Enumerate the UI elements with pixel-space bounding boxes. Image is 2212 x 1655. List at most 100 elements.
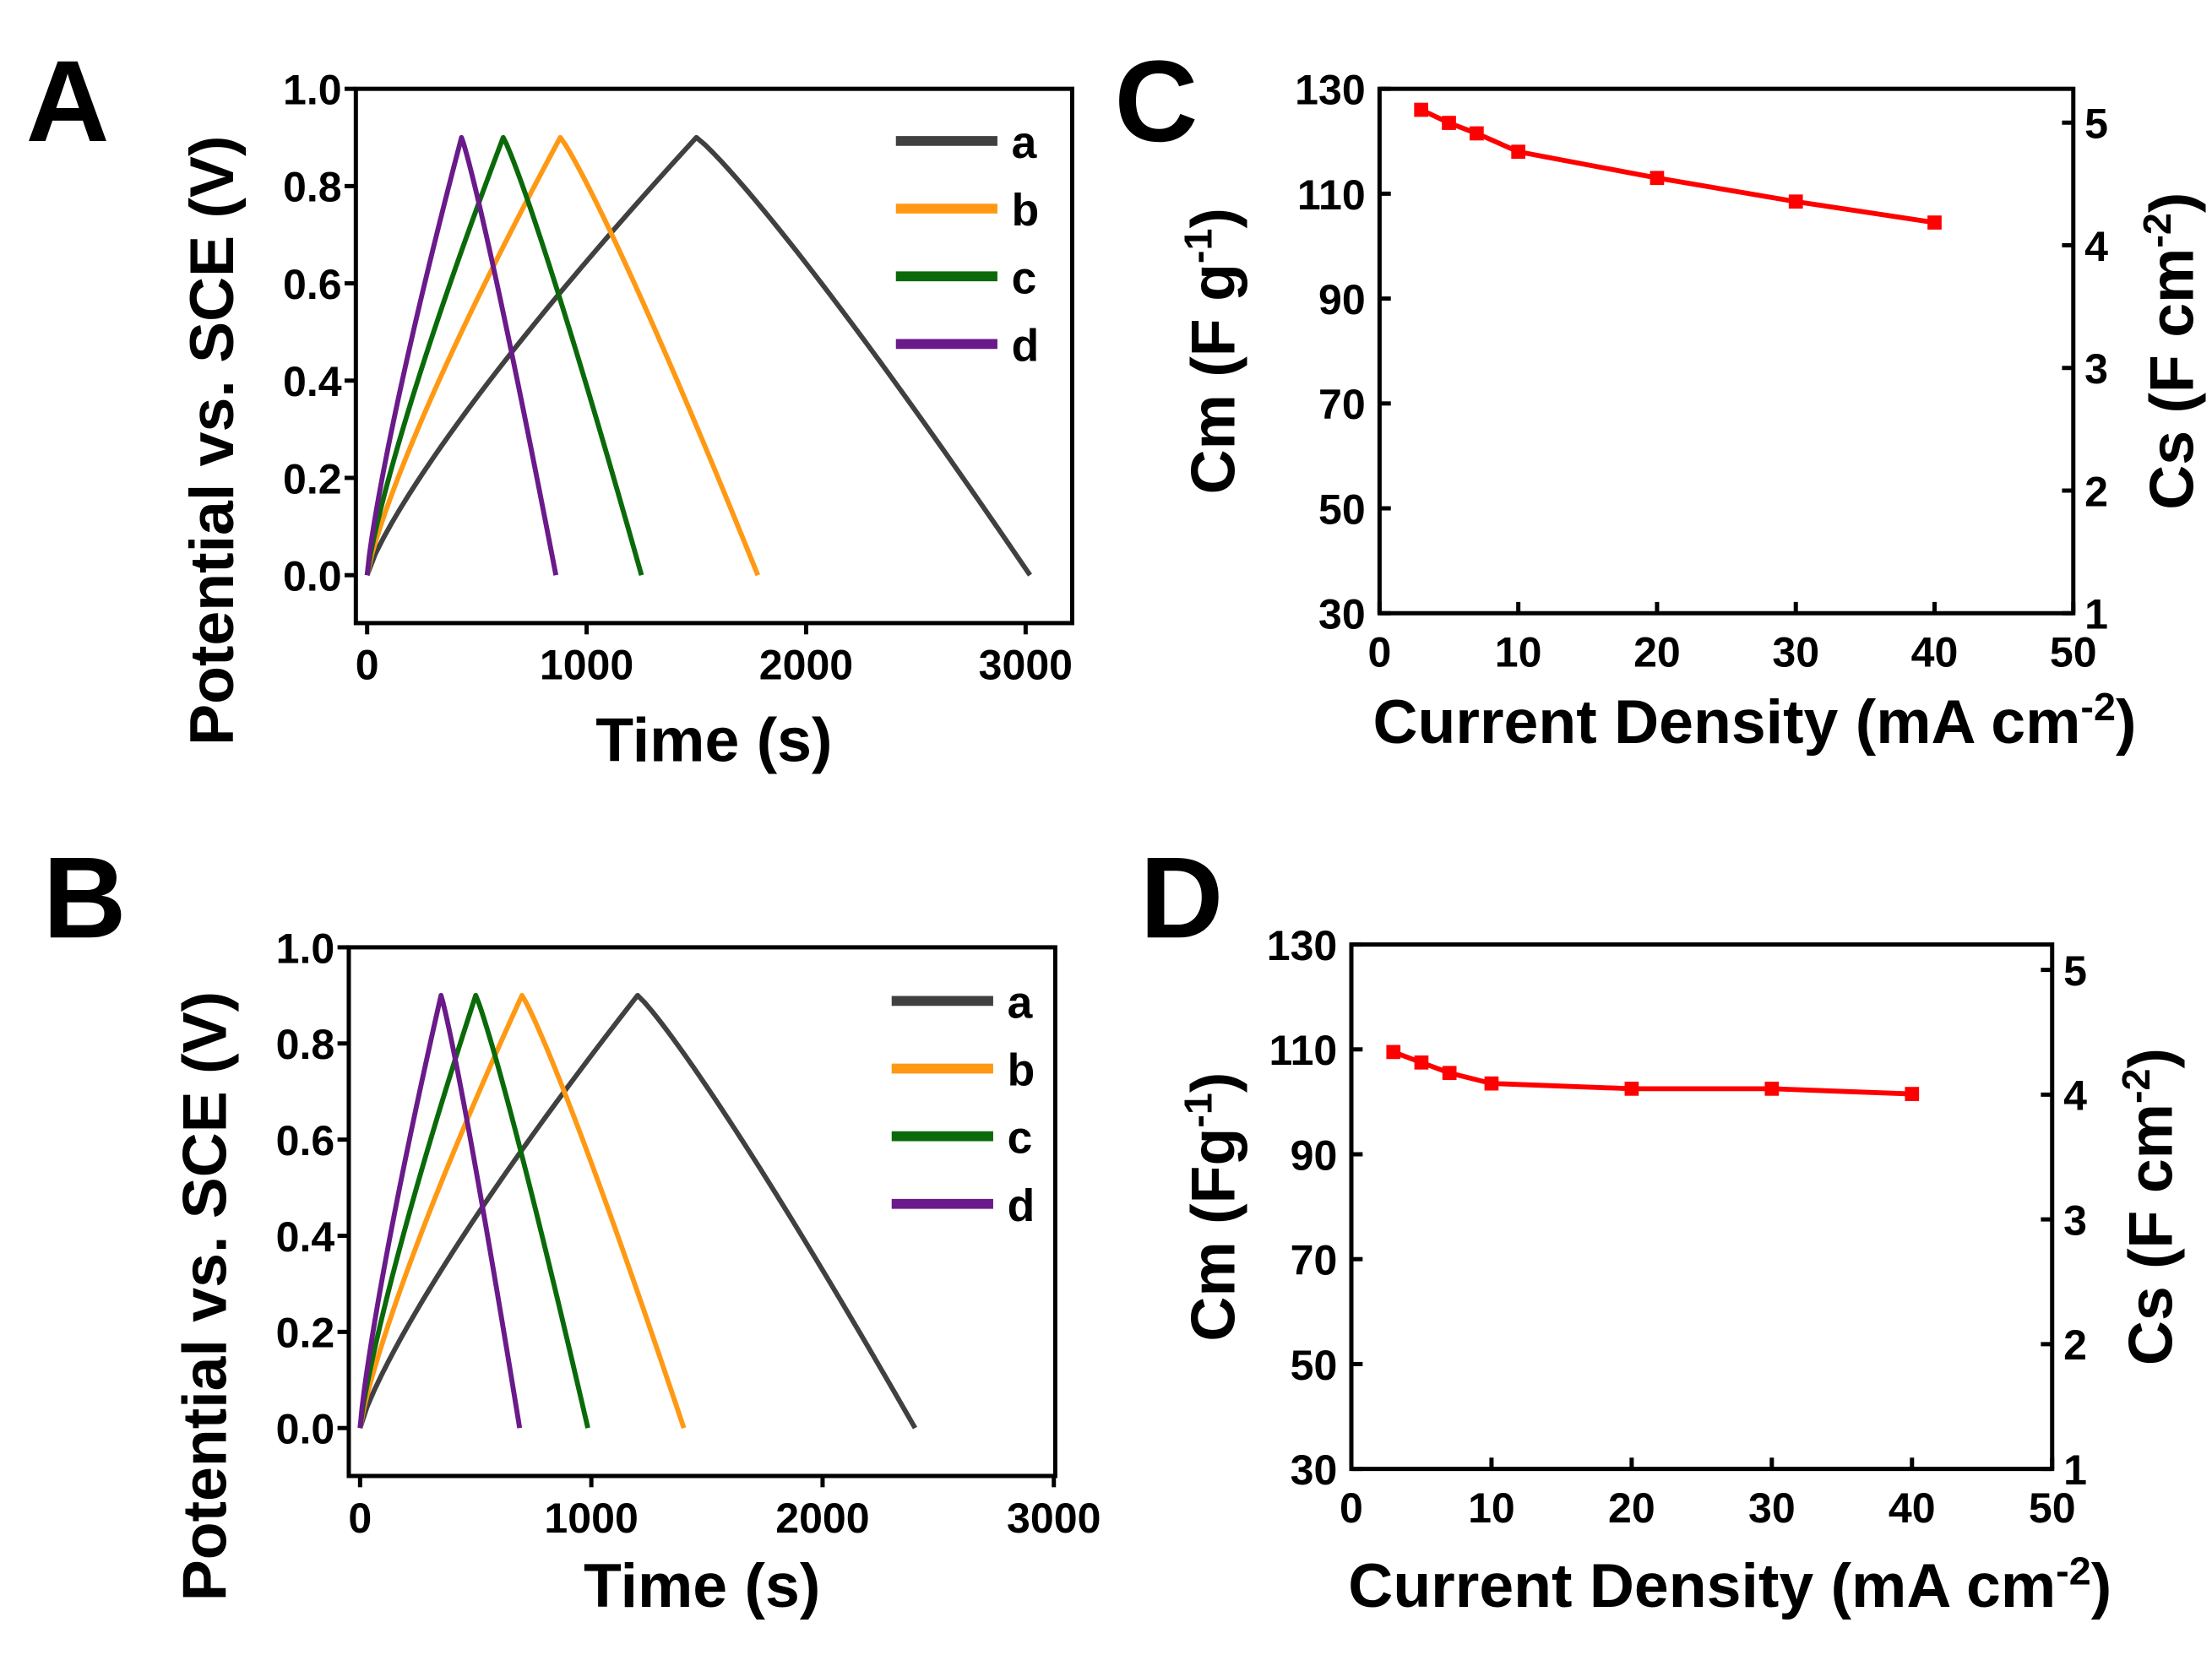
panel-a-xlabel: Time (s): [595, 706, 832, 775]
panel-c-data-point: [1442, 116, 1456, 130]
panel-c-xtick-label: 20: [1633, 629, 1681, 676]
panel-c-y2tick-label: 5: [2084, 100, 2108, 148]
panel-c-xtick-label: 50: [2050, 629, 2097, 676]
panel-d-ytick-label: 50: [1291, 1342, 1338, 1389]
panel-c-xlabel-main: Current Density (mA cm: [1373, 687, 2081, 757]
legend-a-label: a: [1008, 978, 1034, 1028]
panel-a-label: A: [26, 37, 110, 166]
panel-d-ylabel: Cm (Fg-1): [1177, 1072, 1248, 1342]
panel-c-y2tick-label: 1: [2084, 591, 2108, 638]
panel-b-ytick-label: 0.4: [276, 1213, 335, 1261]
panel-b-ytick-label: 1.0: [276, 925, 335, 972]
series-b-line: [364, 134, 760, 577]
panel-b-ytick-label: 0.2: [276, 1310, 335, 1357]
panel-d-ytick-label: 30: [1291, 1446, 1338, 1494]
panel-a-ytick-label: 0.4: [283, 358, 342, 405]
panel-c-label: C: [1115, 37, 1198, 166]
panel-a-xtick-label: 2000: [759, 642, 853, 689]
panel-d-data-point: [1442, 1066, 1457, 1081]
panel-b-label: B: [43, 833, 127, 963]
panel-c-data-point: [1788, 194, 1803, 209]
panel-d-data-point: [1414, 1055, 1429, 1070]
panel-d-y2tick-label: 2: [2063, 1321, 2087, 1369]
panel-c-ytick-label: 30: [1318, 591, 1366, 638]
panel-b-ytick-label: 0.0: [276, 1406, 335, 1453]
panel-d-frame: [1349, 942, 2055, 1472]
panel-c-ytick-label: 70: [1318, 381, 1366, 428]
panel-d-xlabel: Current Density (mA cm-2): [1348, 1549, 2111, 1621]
panel-d-y2tick-label: 4: [2063, 1072, 2087, 1120]
panel-b-xtick-label: 1000: [544, 1495, 638, 1542]
panel-d-xtick-label: 10: [1468, 1484, 1515, 1532]
panel-b-ytick-label: 0.8: [276, 1021, 335, 1068]
panel-d-ylabel-main: Cm (Fg: [1178, 1128, 1247, 1342]
panel-a-xtick-label: 1000: [540, 642, 633, 689]
panel-c-xlabel-sup: -2: [2080, 685, 2116, 729]
panel-d-y2tick-label: 3: [2063, 1196, 2087, 1244]
panel-a-ytick-label: 0.6: [283, 261, 342, 308]
panel-d-y2tick-label: 5: [2063, 947, 2087, 995]
series-c-line: [357, 992, 590, 1429]
legend-a-label: a: [1012, 118, 1038, 168]
panel-d-y2label-main: Cs (F cm: [2117, 1104, 2186, 1365]
panel-c-ylabel-main: Cm (F g: [1178, 263, 1247, 494]
panel-d-y2tick-label: 1: [2063, 1446, 2087, 1494]
panel-c-ylabel-sup: -1: [1177, 229, 1220, 264]
panel-c-xlabel-close: ): [2116, 687, 2136, 757]
panel-d-xtick-label: 40: [1889, 1484, 1936, 1532]
legend-d-label: d: [1012, 321, 1040, 371]
panel-c-y2tick-label: 3: [2084, 345, 2108, 393]
panel-c-y2label-main: Cs (F cm: [2138, 248, 2207, 510]
panel-d-data-point: [1624, 1082, 1639, 1096]
panel-c-y2label-close: ): [2138, 193, 2207, 213]
series-a-line: [364, 134, 1032, 577]
panel-d-ytick-label: 110: [1269, 1027, 1338, 1074]
panel-c-ytick-label: 50: [1318, 486, 1366, 533]
panel-b-ytick-label: 0.6: [276, 1117, 335, 1164]
panel-d-xtick-label: 30: [1748, 1484, 1796, 1532]
panel-c-data-point: [1511, 144, 1526, 160]
panel-d-xlabel-close: ): [2091, 1551, 2111, 1620]
panel-c-ytick-label: 110: [1297, 171, 1366, 219]
panel-d-ytick-label: 130: [1267, 922, 1338, 969]
panel-a-xtick-label: 0: [356, 642, 379, 689]
panel-d-y2label-sup: -2: [2114, 1068, 2158, 1104]
panel-c-xtick-label: 40: [1911, 629, 1959, 676]
panel-d-ytick-label: 70: [1291, 1237, 1338, 1284]
panel-c-y2tick-label: 4: [2084, 223, 2108, 270]
panel-c-data-point: [1649, 171, 1665, 186]
panel-c-ylabel: Cm (F g-1): [1177, 208, 1248, 494]
panel-d-data-point: [1764, 1082, 1780, 1096]
panel-c-y2label-sup: -2: [2135, 213, 2179, 248]
panel-d-ylabel-close: ): [1178, 1072, 1247, 1093]
panel-b-xtick-label: 0: [348, 1495, 372, 1542]
panel-b-xtick-label: 2000: [775, 1495, 869, 1542]
panel-d-ylabel-sup: -1: [1177, 1093, 1220, 1128]
panel-d-data-point: [1386, 1045, 1401, 1060]
panel-a-ytick-label: 0.0: [283, 553, 342, 600]
panel-d-xlabel-main: Current Density (mA cm: [1348, 1551, 2056, 1620]
panel-d-y2label-close: ): [2117, 1048, 2186, 1068]
panel-c-frame: [1377, 86, 2076, 616]
legend-c-label: c: [1008, 1114, 1033, 1164]
panel-c-data-point: [1414, 102, 1429, 117]
legend-b-label: b: [1012, 186, 1040, 236]
legend-d-label: d: [1008, 1181, 1035, 1231]
panel-d-xtick-label: 50: [2029, 1484, 2076, 1532]
panel-b-frame: [346, 945, 1057, 1479]
panel-c-xlabel: Current Density (mA cm-2): [1373, 685, 2137, 757]
panel-c-series-line: [1420, 107, 1935, 225]
panel-a-ytick-label: 1.0: [283, 67, 342, 114]
panel-c-xtick-label: 30: [1772, 629, 1819, 676]
series-d-line: [364, 134, 559, 576]
panel-b-xtick-label: 3000: [1007, 1495, 1101, 1542]
panel-c-xtick-label: 0: [1367, 629, 1391, 676]
panel-a-ytick-label: 0.8: [283, 164, 342, 211]
series-c-line: [364, 134, 644, 576]
panel-b-xlabel: Time (s): [584, 1551, 820, 1620]
panel-b-ylabel: Potential vs. SCE (V): [171, 991, 240, 1601]
panel-c-ylabel-close: ): [1178, 208, 1247, 228]
panel-c-data-point: [1927, 215, 1942, 230]
legend-c-label: c: [1012, 253, 1037, 303]
panel-c-ytick-label: 90: [1318, 276, 1366, 323]
